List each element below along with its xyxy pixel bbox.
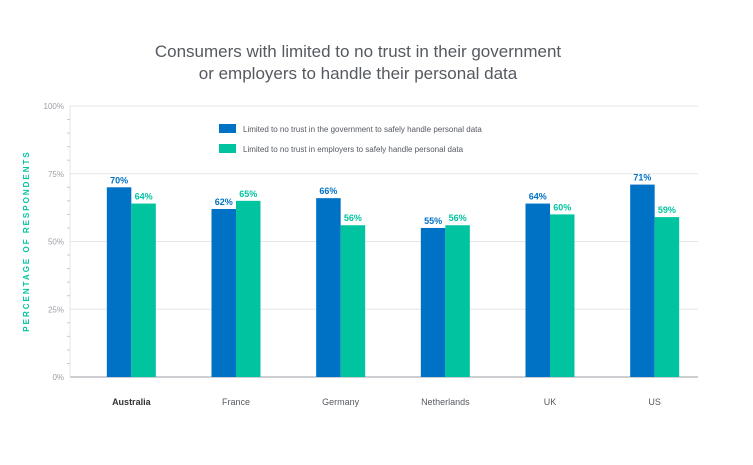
bar-us-series-1	[630, 184, 655, 377]
x-category-label: Australia	[112, 397, 152, 407]
legend-swatch	[219, 144, 236, 153]
bar-uk-series-1	[525, 203, 550, 377]
bar-germany-series-1	[316, 198, 341, 377]
y-axis-ticks: 0% 25% 50% 75% 100%	[44, 102, 70, 382]
y-tick-label: 25%	[48, 305, 64, 314]
y-tick-label: 75%	[48, 170, 64, 179]
bar-netherlands-series-1	[420, 227, 446, 377]
data-label: 55%	[424, 216, 442, 226]
bar-netherlands-series-2	[445, 225, 470, 377]
y-axis-label: PERCENTAGE OF RESPONDENTS	[22, 150, 31, 331]
bar-australia-series-2	[131, 203, 156, 377]
y-tick-label: 0%	[52, 373, 64, 382]
chart-title-line-2: or employers to handle their personal da…	[199, 64, 518, 83]
legend-label: Limited to no trust in employers to safe…	[243, 145, 464, 154]
chart-title-line-1: Consumers with limited to no trust in th…	[155, 42, 562, 61]
data-label: 70%	[110, 175, 128, 185]
grid-lines	[69, 105, 698, 378]
legend-swatch	[219, 124, 236, 133]
x-axis-categories: Australia France Germany Netherlands UK US	[112, 397, 661, 407]
x-category-label: Germany	[322, 397, 360, 407]
x-category-label: France	[222, 397, 250, 407]
bars	[106, 184, 680, 377]
y-tick-label: 50%	[48, 238, 64, 247]
data-labels: 70% 64% 62% 65% 66% 56% 55% 56% 64% 60% 71% 59%	[110, 173, 676, 226]
y-tick-label: 100%	[44, 102, 64, 111]
bar-france-series-2	[236, 200, 261, 377]
bar-australia-series-1	[106, 187, 132, 377]
data-label: 59%	[658, 205, 676, 215]
bar-germany-series-2	[340, 225, 366, 377]
x-category-label: Netherlands	[421, 397, 470, 407]
x-category-label: US	[648, 397, 661, 407]
legend: Limited to no trust in the government to…	[219, 124, 482, 154]
bar-france-series-1	[211, 208, 236, 377]
data-label: 71%	[633, 173, 651, 183]
data-label: 64%	[529, 192, 547, 202]
data-label: 62%	[215, 197, 233, 207]
data-label: 56%	[449, 213, 467, 223]
bar-us-series-2	[654, 217, 680, 377]
legend-label: Limited to no trust in the government to…	[243, 125, 482, 134]
data-label: 65%	[239, 189, 257, 199]
bar-uk-series-2	[550, 214, 575, 377]
data-label: 64%	[135, 192, 153, 202]
data-label: 66%	[319, 186, 337, 196]
data-label: 56%	[344, 213, 362, 223]
data-label: 60%	[553, 202, 571, 212]
x-category-label: UK	[544, 397, 557, 407]
